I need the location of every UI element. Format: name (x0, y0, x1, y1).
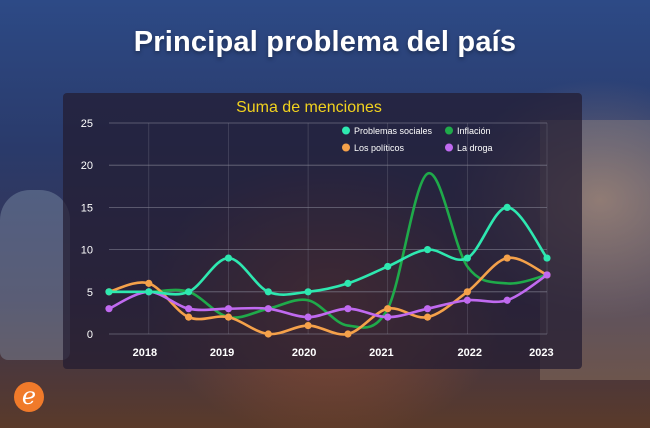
y-tick-label: 15 (81, 202, 93, 214)
data-point (503, 203, 511, 211)
x-tick-label: 2018 (133, 347, 157, 359)
page-title: Principal problema del país (133, 26, 517, 58)
data-point (105, 305, 113, 313)
brand-logo-icon: e (14, 382, 44, 412)
data-point (423, 305, 432, 313)
data-point (384, 313, 392, 321)
chart-panel: Suma de menciones 0 5 10 15 20 25 2018 2019 2020 2… (63, 93, 582, 369)
data-point (264, 330, 272, 338)
data-point (264, 288, 272, 296)
series-line (107, 273, 549, 319)
data-point (503, 296, 511, 304)
legend-label: Inflación (457, 126, 491, 136)
data-point (185, 305, 193, 313)
background-car (0, 190, 70, 360)
legend-marker (445, 126, 453, 135)
y-tick-label: 20 (81, 160, 93, 172)
data-point (304, 288, 312, 296)
x-tick-label: 2023 (529, 347, 553, 359)
data-point (224, 313, 233, 321)
data-point (304, 321, 312, 330)
data-point (463, 288, 471, 296)
data-point (304, 313, 312, 321)
data-point (423, 313, 432, 321)
data-point (463, 254, 471, 262)
data-point (384, 262, 392, 271)
x-tick-label: 2022 (458, 347, 482, 359)
data-point (543, 254, 551, 262)
data-point (463, 296, 471, 304)
data-point (145, 279, 153, 287)
series-line (107, 256, 549, 336)
data-point (423, 246, 432, 254)
y-tick-label: 0 (87, 329, 93, 341)
legend-label: La droga (457, 143, 493, 153)
legend-label: Los políticos (354, 143, 405, 153)
legend-marker (445, 143, 453, 152)
series-line (107, 206, 549, 296)
y-tick-label: 25 (81, 118, 93, 130)
y-tick-label: 10 (81, 245, 93, 257)
data-point (105, 288, 113, 296)
data-point (185, 288, 193, 296)
legend-marker (342, 143, 350, 152)
data-point (344, 305, 352, 313)
data-point (384, 305, 392, 313)
chart-title: Suma de menciones (236, 99, 382, 116)
data-point (224, 254, 233, 262)
legend-marker (342, 126, 350, 135)
data-point (145, 288, 153, 296)
data-point (264, 305, 272, 313)
data-point (344, 330, 352, 338)
x-tick-label: 2019 (210, 347, 234, 359)
data-point (344, 279, 352, 287)
legend-label: Problemas sociales (354, 126, 433, 136)
data-point (543, 271, 551, 279)
data-point (224, 305, 233, 313)
line-chart: Suma de menciones 0 5 10 15 20 25 2018 2019 2020 2… (81, 99, 554, 359)
x-tick-label: 2021 (369, 347, 393, 359)
data-point (503, 254, 511, 262)
data-point (185, 313, 193, 321)
x-tick-label: 2020 (292, 347, 316, 359)
y-tick-label: 5 (87, 287, 93, 299)
